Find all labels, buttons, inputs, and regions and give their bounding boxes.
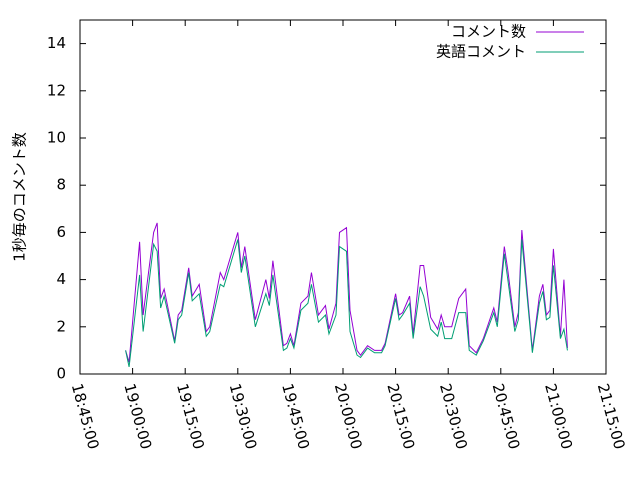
y-tick-label: 0 xyxy=(56,365,66,383)
x-tick-label: 19:00:00 xyxy=(120,382,155,452)
data-line xyxy=(125,222,568,363)
x-tick-label: 20:30:00 xyxy=(436,382,471,452)
plot-frame xyxy=(79,19,607,375)
x-tick-label: 20:00:00 xyxy=(331,382,366,452)
x-tick-label: 19:45:00 xyxy=(278,382,313,452)
x-tick-label: 21:00:00 xyxy=(541,382,576,452)
x-tick-label: 20:45:00 xyxy=(489,382,524,452)
y-tick-label: 8 xyxy=(56,176,66,194)
data-line xyxy=(125,239,568,368)
y-tick-label: 14 xyxy=(47,34,66,52)
y-axis-label: 1秒毎のコメント数 xyxy=(11,132,29,262)
y-tick-label: 6 xyxy=(56,223,66,241)
x-tick-label: 19:15:00 xyxy=(173,382,208,452)
x-tick-label: 21:15:00 xyxy=(594,382,629,452)
x-tick-label: 18:45:00 xyxy=(68,382,103,452)
legend-label: コメント数 xyxy=(451,23,526,41)
y-tick-label: 12 xyxy=(47,81,66,99)
y-tick-label: 10 xyxy=(47,129,66,147)
x-tick-label: 20:15:00 xyxy=(383,382,418,452)
legend-label: 英語コメント xyxy=(436,43,526,61)
y-tick-label: 4 xyxy=(56,270,66,288)
y-tick-label: 2 xyxy=(56,317,66,335)
x-tick-label: 19:30:00 xyxy=(226,382,261,452)
